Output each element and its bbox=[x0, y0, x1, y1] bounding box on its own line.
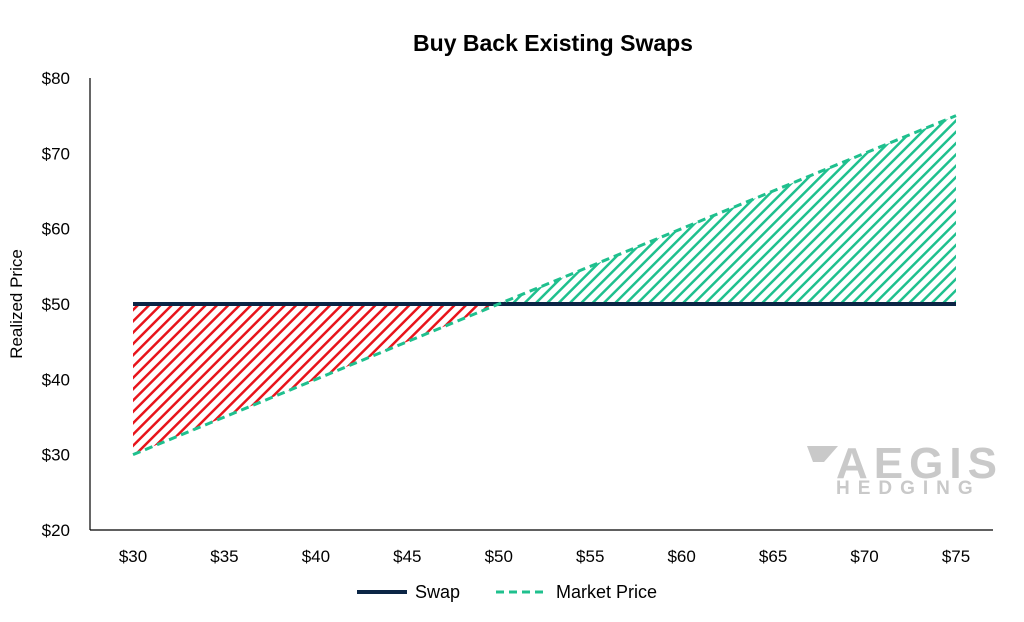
x-tick-label: $50 bbox=[485, 547, 513, 566]
series-layer bbox=[132, 114, 957, 457]
x-tick-label: $40 bbox=[302, 547, 330, 566]
watermark-logo: AEGIS HEDGING bbox=[807, 439, 1003, 499]
axes bbox=[89, 78, 993, 531]
legend-label-swap: Swap bbox=[415, 582, 460, 602]
legend-label-market-price: Market Price bbox=[556, 582, 657, 602]
tick-labels: $30 $35 $40 $45 $50 $55 $60 $65 $70 $75 $20 $30 $40 $… bbox=[42, 69, 971, 566]
y-tick-label: $70 bbox=[42, 144, 70, 163]
x-tick-label: $30 bbox=[119, 547, 147, 566]
logo-mark-icon bbox=[807, 446, 838, 462]
y-tick-label: $50 bbox=[42, 295, 70, 314]
y-axis-label: Realized Price bbox=[7, 249, 26, 359]
y-tick-label: $80 bbox=[42, 69, 70, 88]
x-tick-label: $65 bbox=[759, 547, 787, 566]
y-tick-label: $60 bbox=[42, 220, 70, 239]
x-tick-label: $75 bbox=[942, 547, 970, 566]
x-tick-label: $35 bbox=[210, 547, 238, 566]
chart-title: Buy Back Existing Swaps bbox=[413, 30, 693, 56]
logo-text-main: AEGIS bbox=[836, 439, 1003, 488]
y-tick-label: $20 bbox=[42, 521, 70, 540]
x-tick-label: $60 bbox=[667, 547, 695, 566]
x-tick-label: $55 bbox=[576, 547, 604, 566]
logo-text-sub: HEDGING bbox=[836, 478, 981, 499]
y-tick-label: $30 bbox=[42, 446, 70, 465]
x-tick-label: $70 bbox=[850, 547, 878, 566]
series-line-market-price bbox=[132, 114, 957, 457]
legend: Swap Market Price bbox=[357, 582, 657, 602]
y-tick-label: $40 bbox=[42, 370, 70, 389]
x-tick-label: $45 bbox=[393, 547, 421, 566]
